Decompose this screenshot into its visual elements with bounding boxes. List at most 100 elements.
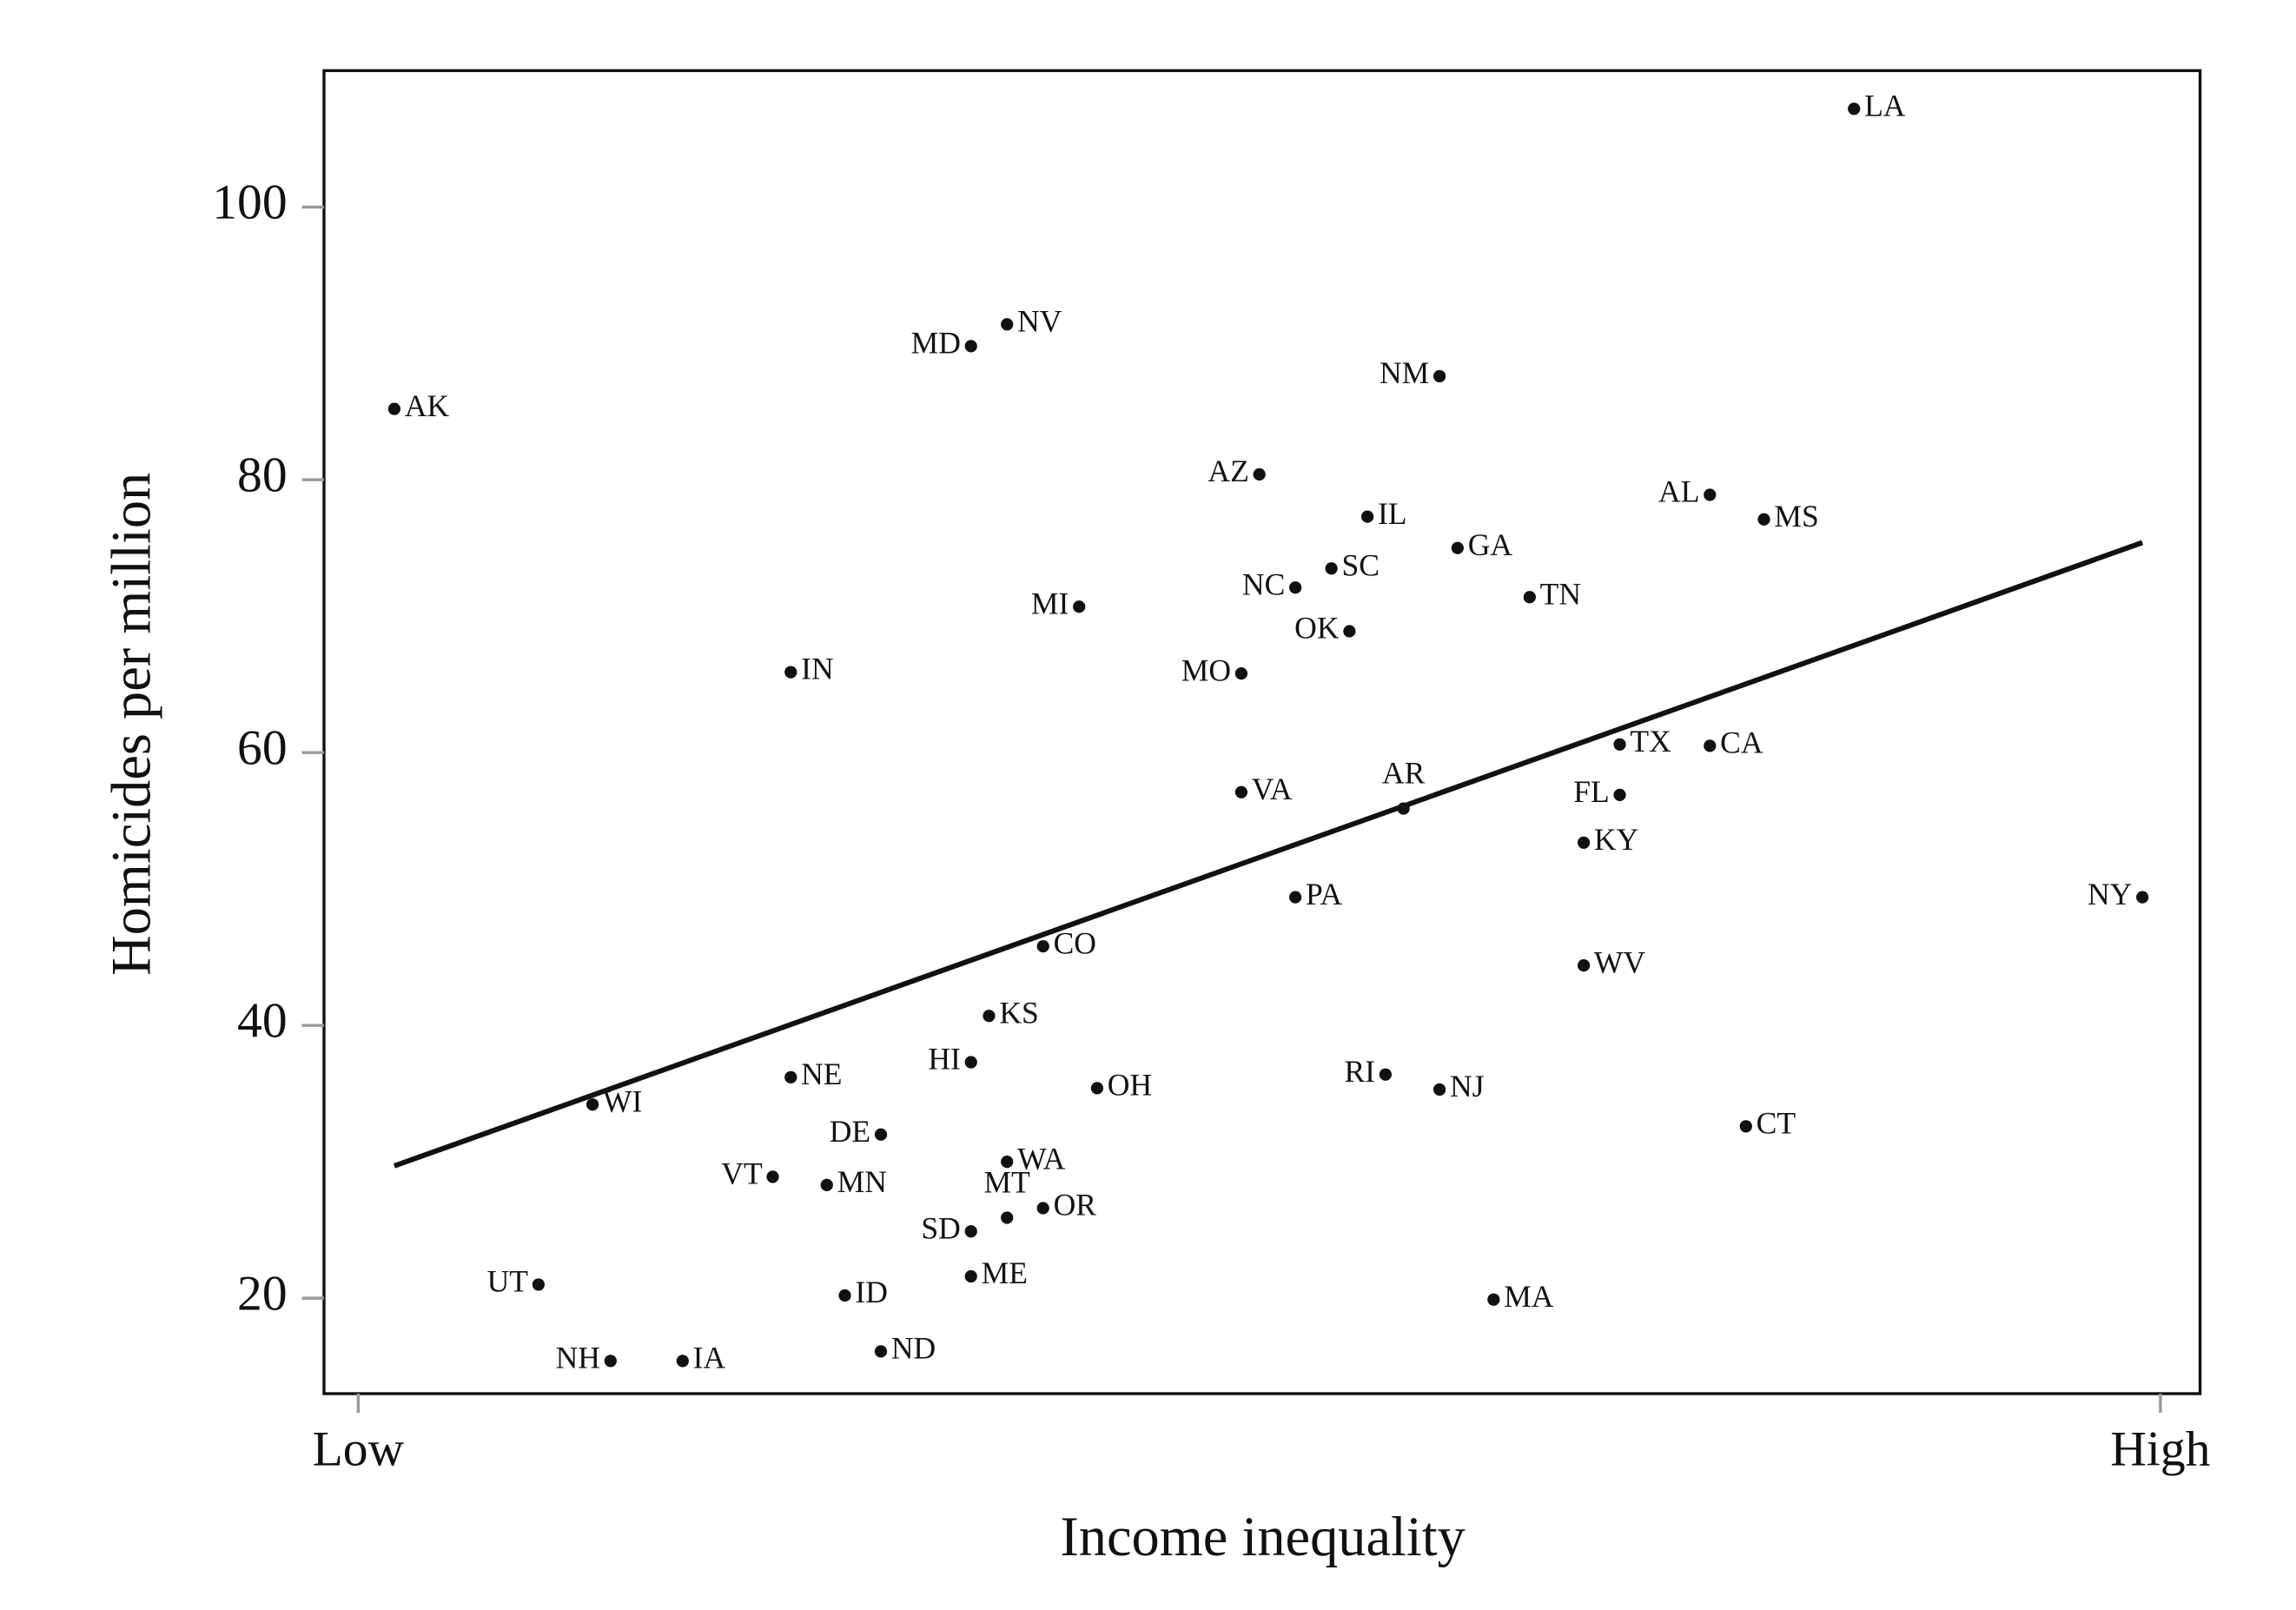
point bbox=[1036, 940, 1049, 953]
point-label: MD bbox=[911, 326, 961, 361]
point bbox=[766, 1170, 779, 1183]
point bbox=[1234, 785, 1248, 798]
point bbox=[784, 1070, 797, 1083]
point bbox=[387, 402, 401, 415]
point bbox=[1577, 958, 1591, 972]
point-label: PA bbox=[1306, 877, 1343, 911]
point bbox=[820, 1178, 833, 1191]
point-label: AL bbox=[1658, 474, 1699, 509]
point bbox=[1451, 541, 1464, 554]
point bbox=[964, 1056, 977, 1069]
point-label: UT bbox=[487, 1264, 529, 1299]
point bbox=[1577, 836, 1591, 849]
point bbox=[1848, 103, 1861, 116]
point-label: OK bbox=[1294, 611, 1340, 646]
point bbox=[1001, 1156, 1014, 1169]
y-tick-label: 100 bbox=[212, 176, 287, 230]
point bbox=[1433, 1083, 1446, 1097]
point-label: ID bbox=[855, 1275, 888, 1309]
point-label: VT bbox=[721, 1156, 763, 1191]
point bbox=[1289, 891, 1302, 904]
point bbox=[964, 1269, 977, 1283]
point bbox=[1036, 1202, 1049, 1215]
point bbox=[1487, 1293, 1500, 1306]
point bbox=[964, 340, 977, 353]
point bbox=[1325, 562, 1338, 575]
point-label: IA bbox=[693, 1340, 726, 1375]
y-tick-label: 80 bbox=[237, 447, 288, 502]
y-tick-label: 60 bbox=[237, 720, 288, 775]
y-axis-label: Homicides per million bbox=[101, 473, 162, 976]
point-label: OH bbox=[1108, 1068, 1152, 1103]
y-tick-label: 40 bbox=[237, 993, 288, 1048]
point bbox=[1523, 591, 1536, 604]
y-tick-label: 20 bbox=[237, 1266, 288, 1321]
point-label: NJ bbox=[1450, 1069, 1485, 1103]
point-label: WA bbox=[1017, 1141, 1066, 1176]
point-label: NC bbox=[1242, 566, 1285, 601]
point-label: KS bbox=[999, 995, 1038, 1030]
point bbox=[586, 1098, 599, 1111]
point-label: WV bbox=[1594, 944, 1646, 979]
point-label: IL bbox=[1378, 496, 1407, 531]
point bbox=[1090, 1082, 1104, 1095]
point bbox=[1704, 488, 1717, 501]
point bbox=[604, 1355, 617, 1368]
point-label: NE bbox=[801, 1057, 842, 1091]
point-label: NH bbox=[556, 1340, 600, 1375]
point-label: MI bbox=[1031, 586, 1069, 620]
point bbox=[983, 1010, 996, 1023]
point-label: NV bbox=[1017, 303, 1062, 338]
point-label: RI bbox=[1344, 1054, 1375, 1089]
point-label: VA bbox=[1252, 772, 1293, 806]
point bbox=[1433, 369, 1446, 383]
point bbox=[532, 1278, 545, 1291]
point bbox=[1343, 625, 1356, 638]
point-label: MO bbox=[1181, 653, 1231, 687]
x-tick-label: Low bbox=[313, 1422, 405, 1477]
point bbox=[964, 1225, 977, 1238]
x-tick-label: High bbox=[2110, 1422, 2210, 1477]
point bbox=[1757, 513, 1770, 526]
point-label: MT bbox=[984, 1164, 1031, 1199]
point-label: GA bbox=[1468, 527, 1513, 562]
point bbox=[1704, 739, 1717, 752]
point bbox=[1613, 788, 1626, 801]
point-label: ME bbox=[982, 1256, 1028, 1290]
point-label: MS bbox=[1774, 499, 1818, 533]
point-label: AK bbox=[405, 388, 450, 423]
point bbox=[2136, 891, 2149, 904]
point-label: MA bbox=[1504, 1279, 1554, 1314]
point-label: NM bbox=[1380, 355, 1429, 390]
point-label: TN bbox=[1540, 576, 1581, 611]
point-label: SC bbox=[1341, 547, 1379, 582]
point-label: KY bbox=[1594, 822, 1638, 857]
point-label: IN bbox=[801, 652, 834, 686]
point bbox=[1289, 581, 1302, 594]
point bbox=[874, 1345, 888, 1358]
point-label: CA bbox=[1720, 725, 1763, 760]
point-label: NY bbox=[2088, 877, 2132, 911]
point-label: DE bbox=[830, 1114, 870, 1149]
point-label: TX bbox=[1630, 724, 1671, 759]
point-label: SD bbox=[921, 1210, 960, 1245]
point bbox=[1073, 600, 1086, 613]
point-label: MN bbox=[837, 1164, 887, 1199]
point-label: OR bbox=[1054, 1188, 1097, 1222]
point-label: CT bbox=[1757, 1105, 1796, 1140]
point bbox=[1379, 1068, 1392, 1081]
point bbox=[1001, 318, 1014, 331]
point bbox=[1361, 510, 1374, 523]
point-label: FL bbox=[1573, 774, 1609, 809]
trend-line bbox=[393, 540, 2144, 1169]
point-label: ND bbox=[891, 1331, 936, 1366]
point bbox=[1613, 738, 1626, 751]
point-label: AZ bbox=[1208, 454, 1248, 488]
point bbox=[1234, 667, 1248, 680]
point bbox=[1253, 467, 1266, 481]
point bbox=[838, 1289, 851, 1302]
point-label: LA bbox=[1864, 88, 1906, 123]
point bbox=[874, 1128, 888, 1141]
plot-frame bbox=[322, 69, 2202, 1395]
point-label: HI bbox=[928, 1042, 961, 1077]
